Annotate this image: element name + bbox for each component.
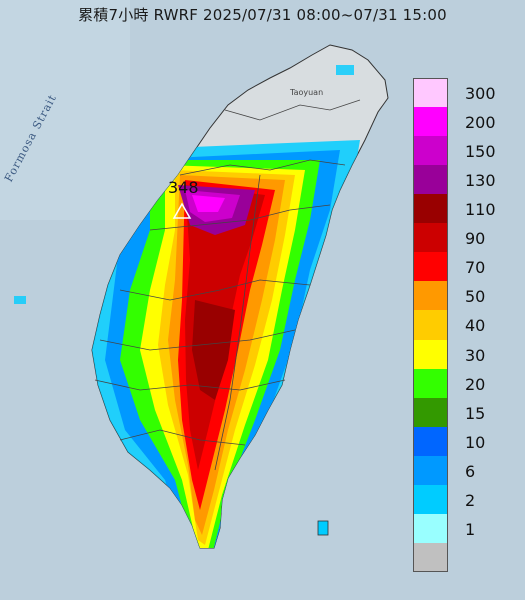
legend-swatch bbox=[413, 252, 448, 282]
legend-swatch bbox=[413, 542, 448, 572]
legend-swatch bbox=[413, 194, 448, 224]
legend-swatch bbox=[413, 397, 448, 427]
legend-label: 90 bbox=[465, 229, 486, 249]
legend-swatch bbox=[413, 455, 448, 485]
legend-item: 10 bbox=[413, 426, 518, 456]
legend-swatch bbox=[413, 368, 448, 398]
map-title: 累積7小時 RWRF 2025/07/31 08:00~07/31 15:00 bbox=[78, 6, 447, 24]
legend-label: 1 bbox=[465, 519, 476, 539]
legend-item: 150 bbox=[413, 136, 518, 166]
place-label-taoyuan: Taoyuan bbox=[290, 88, 324, 97]
lanyu-island bbox=[317, 520, 329, 536]
legend-item: 6 bbox=[413, 455, 518, 485]
legend-item: 110 bbox=[413, 194, 518, 224]
legend-swatch bbox=[413, 513, 448, 543]
north-coast-rain bbox=[336, 65, 354, 75]
legend-item: 1 bbox=[413, 513, 518, 543]
legend-label: 300 bbox=[465, 84, 496, 103]
legend-item: 70 bbox=[413, 252, 518, 282]
legend-item: 200 bbox=[413, 107, 518, 137]
legend-label: 40 bbox=[465, 316, 486, 336]
legend-label: 15 bbox=[465, 403, 486, 423]
legend-item: 90 bbox=[413, 223, 518, 253]
legend-item: 50 bbox=[413, 281, 518, 311]
legend-label: 20 bbox=[465, 374, 486, 394]
county-boundaries bbox=[94, 99, 361, 471]
legend-label: 50 bbox=[465, 287, 486, 307]
legend-label: 200 bbox=[465, 113, 496, 133]
legend-swatch bbox=[413, 310, 448, 340]
legend-label: 150 bbox=[465, 142, 496, 162]
legend-label: 6 bbox=[465, 461, 476, 481]
legend-item: 2 bbox=[413, 484, 518, 514]
legend-swatch bbox=[413, 165, 448, 195]
legend-item: 300 bbox=[413, 78, 518, 108]
legend-label: 130 bbox=[465, 171, 496, 191]
rainfall-legend: 300 200 150 130 110 90 70 50 40 30 20 15 10 6 2 1 bbox=[413, 78, 518, 572]
max-triangle-icon bbox=[172, 202, 192, 219]
legend-label: 110 bbox=[465, 200, 496, 220]
legend-swatch bbox=[413, 426, 448, 456]
legend-label: 2 bbox=[465, 490, 476, 510]
legend-item: 30 bbox=[413, 339, 518, 369]
legend-swatch bbox=[413, 107, 448, 137]
legend-swatch bbox=[413, 78, 448, 108]
legend-swatch bbox=[413, 484, 448, 514]
legend-item bbox=[413, 542, 518, 572]
legend-label: 70 bbox=[465, 258, 486, 278]
legend-item: 40 bbox=[413, 310, 518, 340]
legend-swatch bbox=[413, 281, 448, 311]
legend-item: 15 bbox=[413, 397, 518, 427]
legend-item: 130 bbox=[413, 165, 518, 195]
legend-swatch bbox=[413, 339, 448, 369]
legend-item: 20 bbox=[413, 368, 518, 398]
legend-label: 10 bbox=[465, 432, 486, 452]
legend-label: 30 bbox=[465, 345, 486, 365]
sea-shade bbox=[0, 0, 130, 220]
legend-swatch bbox=[413, 136, 448, 166]
penghu-islands bbox=[14, 296, 26, 304]
rainfall-field bbox=[92, 140, 360, 548]
max-rainfall-value: 348 bbox=[168, 178, 199, 197]
legend-swatch bbox=[413, 223, 448, 253]
